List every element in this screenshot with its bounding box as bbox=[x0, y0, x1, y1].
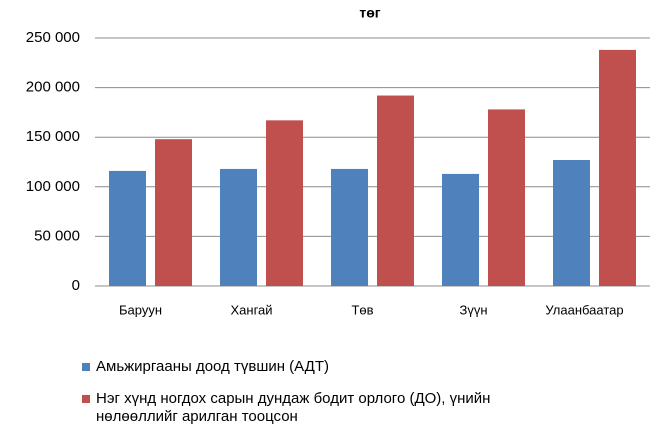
bar bbox=[442, 173, 479, 286]
bar bbox=[266, 120, 303, 286]
bar bbox=[599, 49, 636, 287]
bar bbox=[109, 170, 146, 286]
legend-label: Нэг хүнд ногдох сарын дундаж бодит орлог… bbox=[96, 390, 491, 425]
y-tick-label: 0 bbox=[72, 277, 80, 294]
bar bbox=[553, 160, 590, 286]
x-tick-label: Баруун bbox=[119, 302, 162, 317]
x-tick-label: Улаанбаатар bbox=[545, 302, 623, 317]
y-tick-label: 50 000 bbox=[34, 227, 80, 244]
chart: төг 0 50 000 100 000 150 000 200 000 250 000 Б… bbox=[26, 5, 650, 317]
chart-title: төг bbox=[359, 5, 380, 21]
bar bbox=[377, 95, 414, 286]
y-tick-label: 200 000 bbox=[26, 79, 80, 96]
bar bbox=[220, 168, 257, 286]
bar bbox=[488, 109, 525, 286]
legend: Амьжиргааны доод түвшин (АДТ) Нэг хүнд но… bbox=[82, 358, 642, 436]
y-tick-label: 250 000 bbox=[26, 29, 80, 46]
x-tick-label: Төв bbox=[351, 302, 373, 317]
x-tick-label: Хангай bbox=[230, 302, 272, 317]
y-tick-label: 150 000 bbox=[26, 128, 80, 145]
legend-item: Амьжиргааны доод түвшин (АДТ) bbox=[82, 358, 642, 376]
legend-item: Нэг хүнд ногдох сарын дундаж бодит орлог… bbox=[82, 390, 642, 426]
legend-label: Амьжиргааны доод түвшин (АДТ) bbox=[96, 358, 329, 375]
bar bbox=[155, 139, 192, 286]
y-tick-label: 100 000 bbox=[26, 178, 80, 195]
x-tick-label: Зүүн bbox=[459, 302, 487, 317]
legend-swatch bbox=[82, 363, 90, 371]
legend-swatch bbox=[82, 395, 90, 403]
bar bbox=[331, 168, 368, 286]
